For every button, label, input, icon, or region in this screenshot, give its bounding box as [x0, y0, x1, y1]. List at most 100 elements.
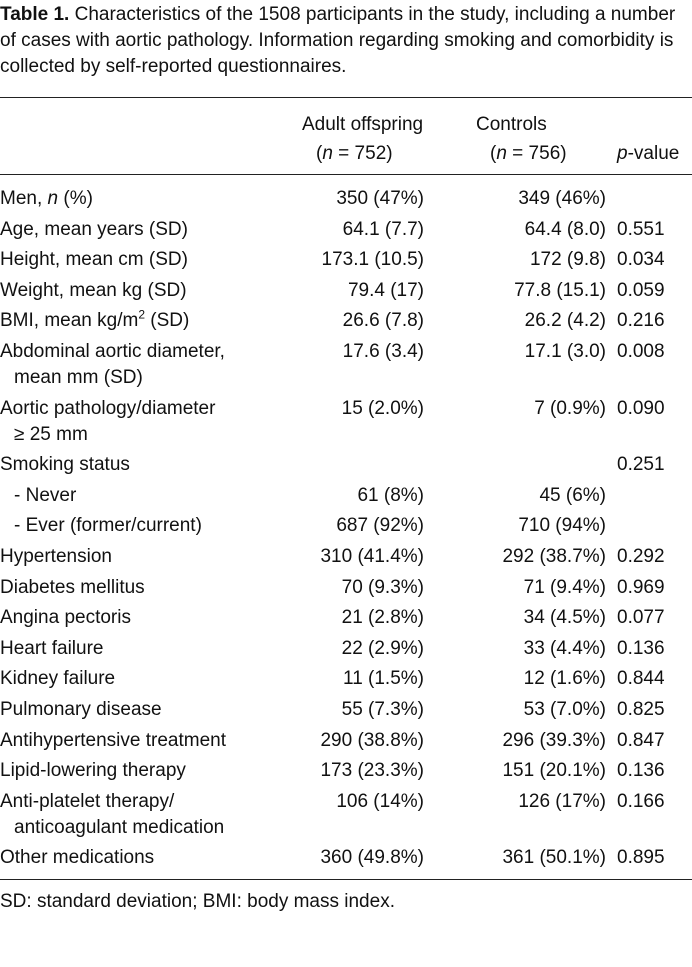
- text-segment: Adult offspring: [302, 114, 424, 135]
- cell-line: Anti-platelet therapy/: [0, 789, 298, 815]
- text-segment: Men,: [0, 188, 48, 209]
- row-label: Heart failure: [0, 634, 298, 665]
- cell-line: Angina pectoris: [0, 605, 298, 631]
- cell-line: anticoagulant medication: [0, 815, 298, 841]
- value-cell: 0.969: [617, 576, 665, 598]
- row-label: Pulmonary disease: [0, 695, 298, 726]
- table-row: Other medications 360 (49.8%) 361 (50.1%) 0…: [0, 843, 692, 880]
- header-cell: [0, 98, 298, 175]
- value-cell: 11 (1.5%): [343, 668, 424, 690]
- text-segment: (SD): [145, 310, 190, 332]
- value-cell: 0.077: [617, 607, 665, 629]
- value-cell: 22 (2.9%): [341, 637, 424, 659]
- text-segment: Lipid-lowering therapy: [0, 760, 186, 782]
- cell-line: ≥ 25 mm: [0, 422, 298, 448]
- text-segment: Hypertension: [0, 545, 112, 567]
- cell-line: Height, mean cm (SD): [0, 247, 298, 273]
- text-segment: Aortic pathology/diameter: [0, 397, 216, 419]
- value-cell: 0.008: [617, 340, 665, 362]
- value-cell: 0.825: [617, 698, 665, 720]
- row-label: Anti-platelet therapy/anticoagulant medi…: [0, 787, 298, 844]
- text-segment: p: [617, 143, 628, 164]
- text-segment: Other medications: [0, 847, 155, 869]
- cell-line: Controls: [476, 110, 606, 139]
- value-cell: 0.844: [617, 668, 665, 690]
- value-cell: 17.6 (3.4): [342, 340, 424, 362]
- table-row: Abdominal aortic diameter, mean mm (SD) 17…: [0, 337, 692, 394]
- value-cell: [606, 511, 692, 542]
- text-segment: 2: [138, 308, 146, 323]
- value-cell: 26.6 (7.8): [342, 310, 424, 332]
- value-cell: 45 (6%): [539, 484, 606, 506]
- value-cell: 15 (2.0%): [341, 397, 424, 419]
- text-segment: Kidney failure: [0, 668, 116, 690]
- value-cell: 126 (17%): [518, 790, 606, 812]
- text-segment: (: [316, 143, 323, 164]
- value-cell: 26.2 (4.2): [524, 310, 606, 332]
- row-label: - Ever (former/current): [0, 511, 298, 542]
- text-segment: Abdominal aortic diameter,: [0, 340, 225, 362]
- cell-line: Age, mean years (SD): [0, 217, 298, 243]
- table-row: Anti-platelet therapy/anticoagulant medi…: [0, 787, 692, 844]
- table-row: Hypertension 310 (41.4%) 292 (38.7%) 0.292: [0, 542, 692, 573]
- text-segment: n: [496, 143, 507, 164]
- text-segment: Smoking status: [0, 454, 130, 476]
- text-segment: Age, mean years (SD): [0, 218, 188, 240]
- table-row: Kidney failure 11 (1.5%) 12 (1.6%) 0.844: [0, 664, 692, 695]
- value-cell: [298, 450, 424, 481]
- cell-line: Other medications: [0, 845, 298, 871]
- cell-line: Antihypertensive treatment: [0, 728, 298, 754]
- cell-line: Aortic pathology/diameter: [0, 396, 298, 422]
- cell-line: - Never: [14, 483, 298, 509]
- row-label: - Never: [0, 481, 298, 512]
- row-label: Height, mean cm (SD): [0, 245, 298, 276]
- value-cell: 349 (46%): [518, 188, 606, 209]
- cell-line: mean mm (SD): [0, 365, 298, 391]
- table-row: - Never 61 (8%) 45 (6%): [0, 481, 692, 512]
- table-row: BMI, mean kg/m2 (SD) 26.6 (7.8) 26.2 (4.2)…: [0, 306, 692, 337]
- value-cell: 7 (0.9%): [534, 397, 606, 419]
- caption-text: Characteristics of the 1508 participants…: [0, 4, 676, 77]
- cell-line: (n = 752): [302, 139, 424, 168]
- row-label: Men, n (%): [0, 175, 298, 215]
- caption-label: Table 1.: [0, 4, 70, 25]
- value-cell: [606, 175, 692, 215]
- text-segment: mean mm (SD): [14, 366, 143, 388]
- text-segment: n: [322, 143, 333, 164]
- value-cell: 106 (14%): [336, 790, 424, 812]
- cell-line: Pulmonary disease: [0, 697, 298, 723]
- table-row: - Ever (former/current) 687 (92%) 710 (94%…: [0, 511, 692, 542]
- text-segment: = 756): [506, 143, 567, 164]
- cell-line: Men, n (%): [0, 186, 298, 212]
- value-cell: 0.216: [617, 310, 665, 332]
- text-segment: Angina pectoris: [0, 607, 131, 629]
- text-segment: anticoagulant medication: [14, 816, 225, 838]
- value-cell: 61 (8%): [357, 484, 424, 506]
- text-segment: -value: [627, 143, 680, 164]
- value-cell: 70 (9.3%): [341, 576, 424, 598]
- text-segment: Pulmonary disease: [0, 698, 162, 720]
- header-row: Adult offspring (n = 752) Controls (n = 756…: [0, 97, 692, 175]
- table-row: Angina pectoris 21 (2.8%) 34 (4.5%) 0.077: [0, 603, 692, 634]
- table-caption: Table 1. Characteristics of the 1508 par…: [0, 0, 692, 80]
- text-segment: Weight, mean kg (SD): [0, 279, 187, 301]
- value-cell: 55 (7.3%): [341, 698, 424, 720]
- text-segment: Controls: [476, 114, 547, 135]
- table-row: Aortic pathology/diameter ≥ 25 mm 15 (2.0%…: [0, 394, 692, 451]
- table-row: Lipid-lowering therapy 173 (23.3%) 151 (20…: [0, 756, 692, 787]
- row-label: Antihypertensive treatment: [0, 726, 298, 757]
- header-cell: Controls (n = 756): [424, 98, 606, 175]
- text-segment: Anti-platelet therapy/: [0, 790, 175, 812]
- value-cell: 710 (94%): [518, 515, 606, 537]
- table-row: Men, n (%) 350 (47%) 349 (46%): [0, 175, 692, 215]
- cell-line: - Ever (former/current): [14, 513, 298, 539]
- row-label: Aortic pathology/diameter ≥ 25 mm: [0, 394, 298, 451]
- row-label: Kidney failure: [0, 664, 298, 695]
- cell-line: Smoking status: [0, 452, 298, 478]
- cell-line: Diabetes mellitus: [0, 575, 298, 601]
- cell-line: p-value: [617, 139, 692, 168]
- text-segment: Antihypertensive treatment: [0, 729, 227, 751]
- value-cell: 292 (38.7%): [502, 545, 606, 567]
- value-cell: 53 (7.0%): [523, 698, 606, 720]
- text-segment: n: [47, 188, 59, 209]
